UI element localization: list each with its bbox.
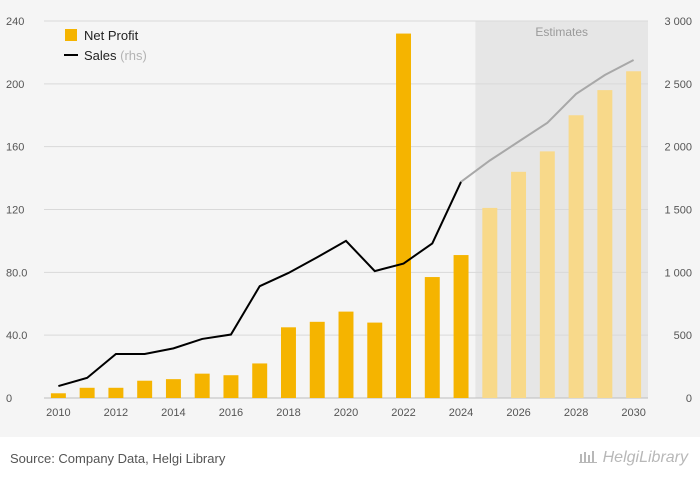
x-tick-label: 2028 — [564, 407, 588, 419]
bar-net-profit — [280, 327, 296, 398]
y-right-tick-label: 1 500 — [664, 205, 692, 217]
bar-net-profit — [626, 71, 642, 399]
library-icon — [578, 451, 597, 463]
bar-net-profit — [424, 277, 440, 398]
bar-net-profit — [50, 393, 66, 398]
bar-net-profit — [511, 171, 527, 398]
x-tick-label: 2012 — [104, 407, 128, 419]
y-left-tick-label: 120 — [6, 205, 24, 217]
legend-label-sales-suffix: (rhs) — [120, 48, 147, 63]
chart-svg: Estimates 0 40.0 80.0 120 160 200 240 0 500 1 000 1… — [6, 16, 692, 419]
bar-net-profit — [453, 255, 469, 398]
bar-net-profit — [194, 373, 210, 398]
x-tick-label: 2024 — [449, 407, 473, 419]
x-tick-label: 2022 — [391, 407, 415, 419]
legend-label-sales: Sales (rhs) — [84, 48, 147, 63]
x-tick-label: 2026 — [506, 407, 530, 419]
y-left-tick-label: 40.0 — [6, 330, 27, 342]
bar-net-profit — [482, 207, 498, 398]
brand-name: HelgiLibrary — [602, 449, 688, 466]
y-left-tick-label: 240 — [6, 16, 24, 28]
footer: Source: Company Data, Helgi Library Helg… — [0, 437, 700, 483]
bar-net-profit — [568, 115, 584, 398]
bar-net-profit — [338, 311, 354, 398]
bar-net-profit — [539, 151, 555, 398]
y-left-tick-label: 200 — [6, 79, 24, 91]
x-tick-label: 2014 — [161, 407, 185, 419]
x-tick-label: 2020 — [334, 407, 358, 419]
y-right-tick-label: 3 000 — [664, 16, 692, 28]
brand-logo: HelgiLibrary — [578, 449, 688, 467]
line-sales-estimate — [460, 59, 635, 183]
y-right-tick-label: 0 — [686, 393, 692, 405]
bar-net-profit — [108, 387, 124, 398]
x-tick-label: 2018 — [276, 407, 300, 419]
bar-net-profit — [597, 90, 613, 398]
bar-net-profit — [165, 379, 181, 398]
x-tick-label: 2030 — [621, 407, 645, 419]
x-tick-label: 2016 — [219, 407, 243, 419]
y-right-tick-label: 1 000 — [664, 267, 692, 279]
line-sales-actual — [58, 181, 462, 388]
legend-label-net-profit: Net Profit — [84, 28, 139, 43]
bar-net-profit — [396, 33, 412, 399]
legend: Net Profit Sales (rhs) — [64, 28, 147, 63]
estimates-label: Estimates — [535, 25, 588, 39]
y-right-tick-label: 2 500 — [664, 79, 692, 91]
y-left-tick-label: 80.0 — [6, 267, 27, 279]
legend-swatch-net-profit — [65, 29, 77, 41]
bar-net-profit — [367, 322, 383, 398]
y-right-tick-label: 2 000 — [664, 142, 692, 154]
source-note: Source: Company Data, Helgi Library — [10, 451, 226, 466]
y-left-tick-label: 160 — [6, 142, 24, 154]
x-tick-label: 2010 — [46, 407, 70, 419]
y-left-tick-label: 0 — [6, 393, 12, 405]
bar-net-profit — [223, 375, 239, 398]
y-right-tick-label: 500 — [674, 330, 692, 342]
bar-net-profit — [137, 380, 153, 398]
bar-net-profit — [309, 321, 325, 398]
bar-net-profit — [252, 363, 268, 398]
bar-net-profit — [79, 387, 95, 398]
